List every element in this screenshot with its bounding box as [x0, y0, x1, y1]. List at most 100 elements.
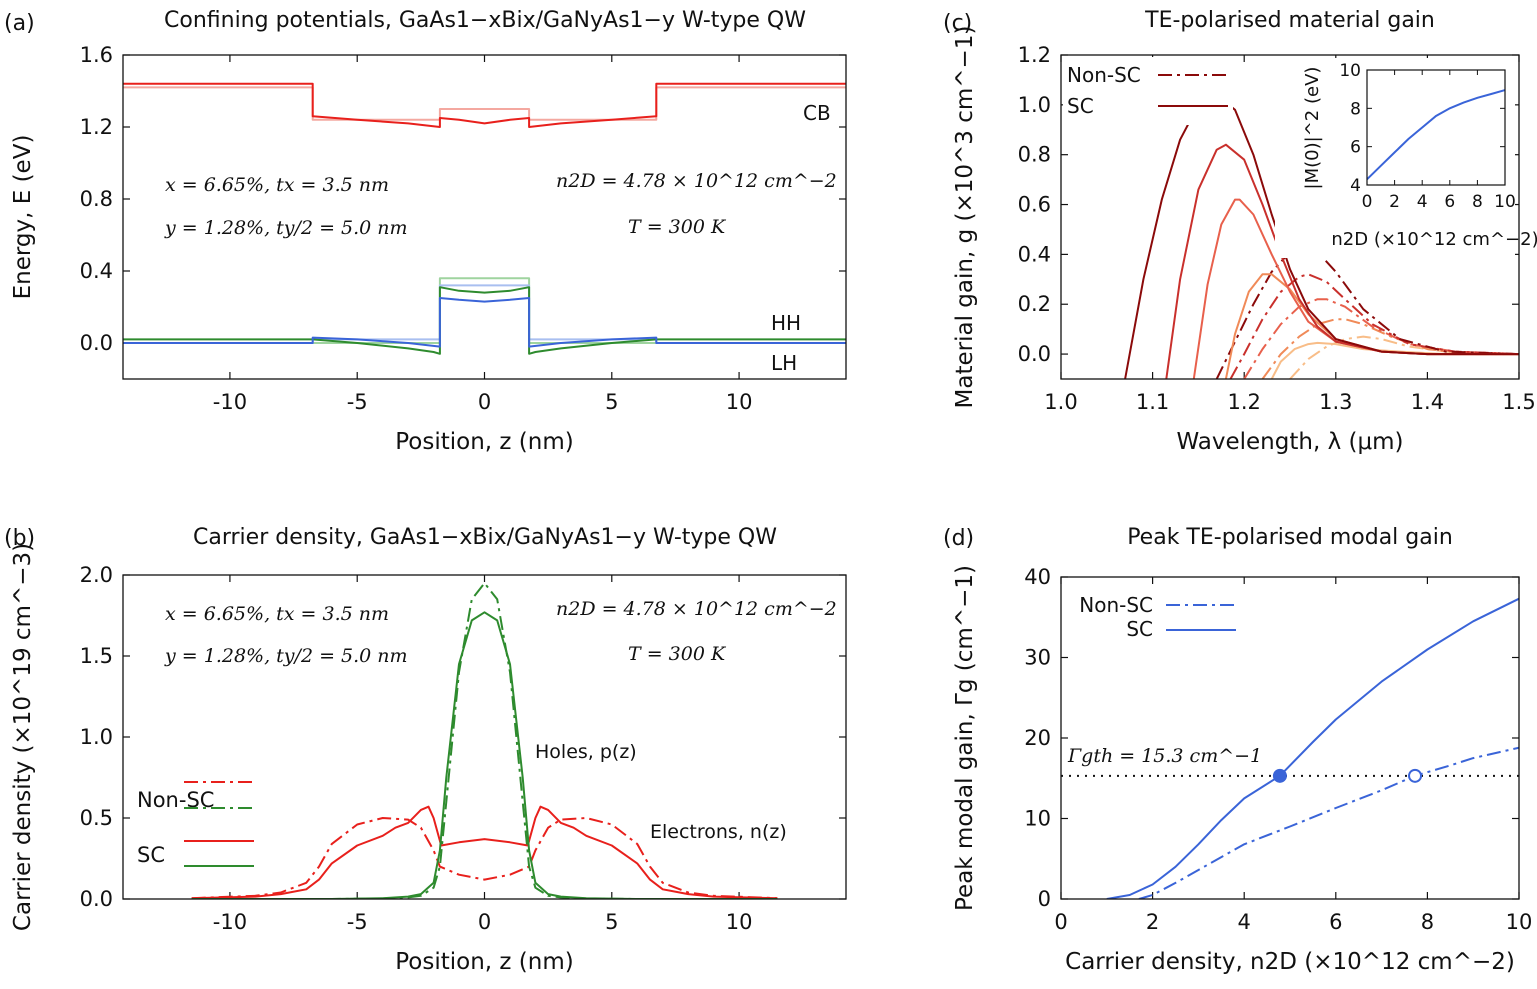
x-tick-label: 10 — [726, 910, 753, 934]
x-tick-label: 1.0 — [1044, 390, 1077, 414]
y-tick-label: 1.0 — [80, 725, 113, 749]
threshold-label: Γgth = 15.3 cm^−1 — [1067, 745, 1262, 767]
band-label-cb: CB — [803, 101, 831, 125]
band-label-lh: LH — [771, 351, 797, 375]
series-line — [123, 82, 846, 128]
panel-d: (d) Peak TE-polarised modal gain Carrier d… — [943, 525, 1532, 975]
x-tick-label: 4 — [1238, 910, 1251, 934]
x-param-annotation: x = 6.65%, tx = 3.5 nm — [165, 603, 389, 625]
y-tick-label: 30 — [1024, 646, 1051, 670]
series-line — [1261, 318, 1519, 379]
inset-x-tick-label: 0 — [1362, 192, 1373, 212]
legend-label-non-sc: Non-SC — [1079, 593, 1153, 617]
inset-x-axis-label: n2D (×10^12 cm^−2) — [1331, 229, 1537, 250]
series-line — [1124, 93, 1519, 379]
y-tick-label: 1.6 — [80, 43, 113, 67]
series-line — [1229, 273, 1519, 379]
series-line — [191, 611, 778, 899]
y-axis-label: Energy, E (eV) — [10, 135, 36, 300]
y-tick-label: 0.5 — [80, 806, 113, 830]
y-axis-label: Carrier density (×10^19 cm^−3) — [10, 543, 36, 931]
y-tick-label: 1.2 — [1018, 43, 1051, 67]
x-tick-label: 0 — [478, 390, 491, 414]
legend-label-sc: SC — [1126, 617, 1153, 641]
plot-frame — [122, 574, 847, 900]
y-param-annotation: y = 1.28%, ty/2 = 5.0 nm — [164, 645, 408, 667]
series-line — [191, 805, 778, 899]
panel-a: (a) Confining potentials, GaAs1−xBix/GaNy… — [4, 8, 847, 455]
series-line — [1106, 597, 1519, 899]
holes-label: Holes, p(z) — [535, 741, 637, 763]
legend-label-non-sc: Non-SC — [1067, 63, 1141, 87]
x-tick-label: 6 — [1329, 910, 1342, 934]
series-line — [123, 277, 846, 344]
series-line — [1215, 245, 1519, 379]
x-axis-label: Position, z (nm) — [395, 429, 574, 455]
x-tick-label: -10 — [213, 910, 247, 934]
series-line — [191, 582, 778, 899]
x-tick-label: 0 — [478, 910, 491, 934]
panel-label: (c) — [943, 11, 972, 36]
x-tick-label: 1.5 — [1502, 390, 1535, 414]
y-tick-label: 40 — [1024, 565, 1051, 589]
panel-b: (b) Carrier density, GaAs1−xBix/GaNyAs1−y… — [4, 525, 847, 975]
electrons-label: Electrons, n(z) — [650, 821, 787, 843]
x-param-annotation: x = 6.65%, tx = 3.5 nm — [165, 174, 389, 196]
sc-threshold-marker — [1272, 768, 1287, 783]
x-tick-label: 10 — [1506, 910, 1533, 934]
plot-frame — [122, 54, 847, 380]
x-axis-label: Wavelength, λ (μm) — [1177, 429, 1404, 455]
series-line — [123, 86, 846, 121]
y-tick-label: 0.2 — [1018, 292, 1051, 316]
y-axis-label: Material gain, g (×10^3 cm^−1) — [952, 26, 978, 409]
band-label-hh: HH — [771, 311, 801, 335]
x-tick-label: 1.3 — [1319, 390, 1352, 414]
inset-x-tick-label: 6 — [1444, 192, 1455, 212]
plot-frame — [1060, 54, 1520, 380]
x-tick-label: 5 — [605, 910, 618, 934]
y-axis-label: Peak modal gain, Γg (cm^−1) — [952, 565, 978, 911]
inset-y-tick-label: 10 — [1339, 61, 1361, 81]
y-tick-label: 1.2 — [80, 115, 113, 139]
x-tick-label: -5 — [347, 910, 368, 934]
x-tick-label: 10 — [726, 390, 753, 414]
y-tick-label: 0.8 — [1018, 143, 1051, 167]
y-tick-label: 2.0 — [80, 563, 113, 587]
x-axis-label: Position, z (nm) — [395, 949, 574, 975]
x-tick-label: 5 — [605, 390, 618, 414]
y-param-annotation: y = 1.28%, ty/2 = 5.0 nm — [164, 217, 408, 239]
inset-x-tick-label: 2 — [1389, 192, 1400, 212]
legend-label-non-sc: Non-SC — [137, 788, 214, 812]
temperature-annotation: T = 300 K — [628, 643, 727, 665]
x-tick-label: -5 — [347, 390, 368, 414]
y-tick-label: 0.0 — [80, 887, 113, 911]
chart-title: TE-polarised material gain — [1144, 8, 1435, 33]
plot-frame — [1060, 576, 1520, 900]
panel-label: (d) — [943, 526, 974, 551]
series-line — [191, 817, 778, 899]
inset-frame — [1366, 69, 1506, 186]
series-line — [1243, 298, 1519, 379]
x-tick-label: 1.1 — [1136, 390, 1169, 414]
y-tick-label: 1.5 — [80, 644, 113, 668]
x-tick-label: -10 — [213, 390, 247, 414]
chart-title: Carrier density, GaAs1−xBix/GaNyAs1−y W-… — [193, 525, 777, 550]
legend-label-sc: SC — [1067, 94, 1094, 118]
y-tick-label: 0.8 — [80, 187, 113, 211]
series-line — [123, 284, 846, 344]
inset-y-tick-label: 6 — [1350, 138, 1361, 158]
series-line — [123, 297, 846, 348]
chart-title: Confining potentials, GaAs1−xBix/GaNyAs1… — [164, 8, 806, 33]
non-sc-threshold-marker — [1408, 768, 1423, 783]
y-tick-label: 0 — [1038, 887, 1051, 911]
y-tick-label: 20 — [1024, 726, 1051, 750]
panel-c: (c) TE-polarised material gain Wavelength,… — [943, 8, 1537, 455]
density-annotation: n2D = 4.78 × 10^12 cm^−2 — [556, 598, 837, 620]
panel-label: (b) — [4, 526, 35, 551]
x-tick-label: 1.2 — [1227, 390, 1260, 414]
x-tick-label: 0 — [1054, 910, 1067, 934]
inset-y-axis-label: |M(0)|^2 (eV) — [1302, 67, 1323, 190]
